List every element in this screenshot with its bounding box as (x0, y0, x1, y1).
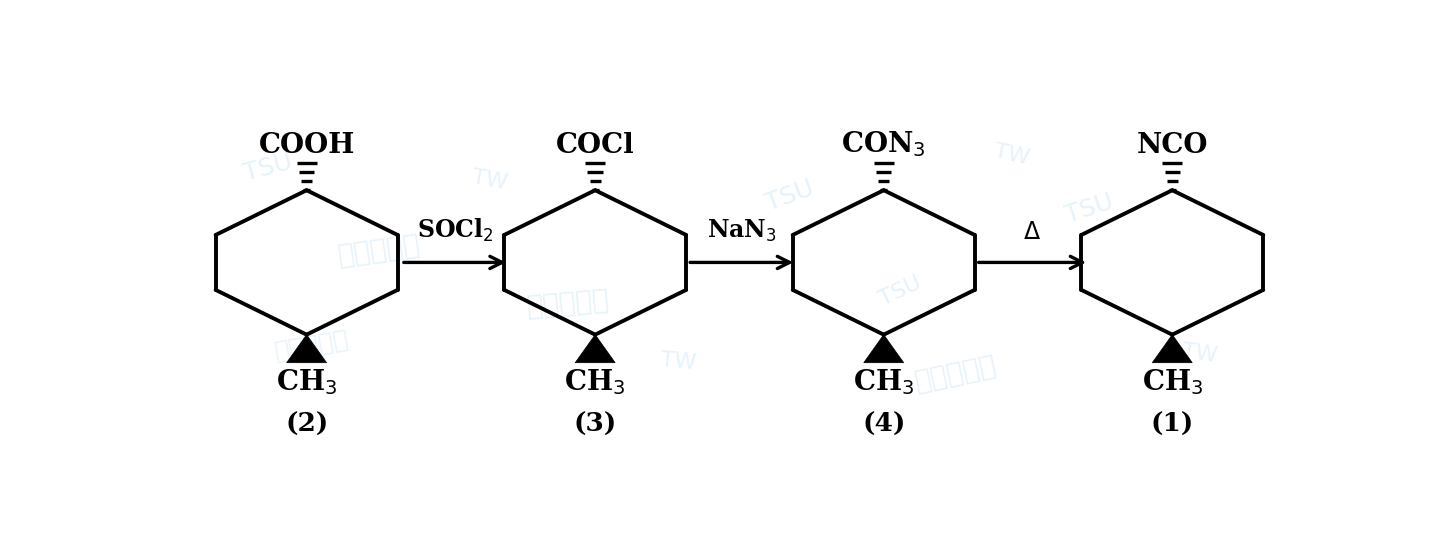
Polygon shape (286, 334, 326, 363)
Text: 天山医学院: 天山医学院 (912, 352, 1000, 396)
Text: $\Delta$: $\Delta$ (1024, 220, 1041, 244)
Text: CH$_3$: CH$_3$ (276, 368, 338, 398)
Text: (3): (3) (574, 412, 617, 437)
Text: CH$_3$: CH$_3$ (1141, 368, 1203, 398)
Text: COOH: COOH (258, 132, 355, 159)
Text: 天山医学院: 天山医学院 (274, 326, 351, 363)
Polygon shape (863, 334, 904, 363)
Text: CH$_3$: CH$_3$ (564, 368, 626, 398)
Text: 天山医学院: 天山医学院 (335, 230, 422, 270)
Text: (2): (2) (285, 412, 328, 437)
Text: SOCl$_2$: SOCl$_2$ (417, 217, 493, 244)
Text: 天山医学院: 天山医学院 (524, 286, 610, 321)
Text: COCl: COCl (556, 132, 634, 159)
Text: TSU: TSU (1061, 190, 1117, 228)
Text: TW: TW (660, 350, 697, 373)
Text: (1): (1) (1151, 412, 1194, 437)
Polygon shape (576, 334, 616, 363)
Text: TW: TW (470, 167, 510, 193)
Text: CON$_3$: CON$_3$ (842, 130, 927, 159)
Text: (4): (4) (862, 412, 905, 437)
Text: TSU: TSU (241, 150, 295, 185)
Text: NCO: NCO (1137, 132, 1209, 159)
Text: TSU: TSU (762, 177, 816, 216)
Text: CH$_3$: CH$_3$ (853, 368, 915, 398)
Text: TW: TW (992, 142, 1031, 169)
Text: NaN$_3$: NaN$_3$ (707, 218, 776, 244)
Text: TW: TW (1181, 341, 1219, 366)
Polygon shape (1153, 334, 1193, 363)
Text: TSU: TSU (876, 273, 925, 310)
